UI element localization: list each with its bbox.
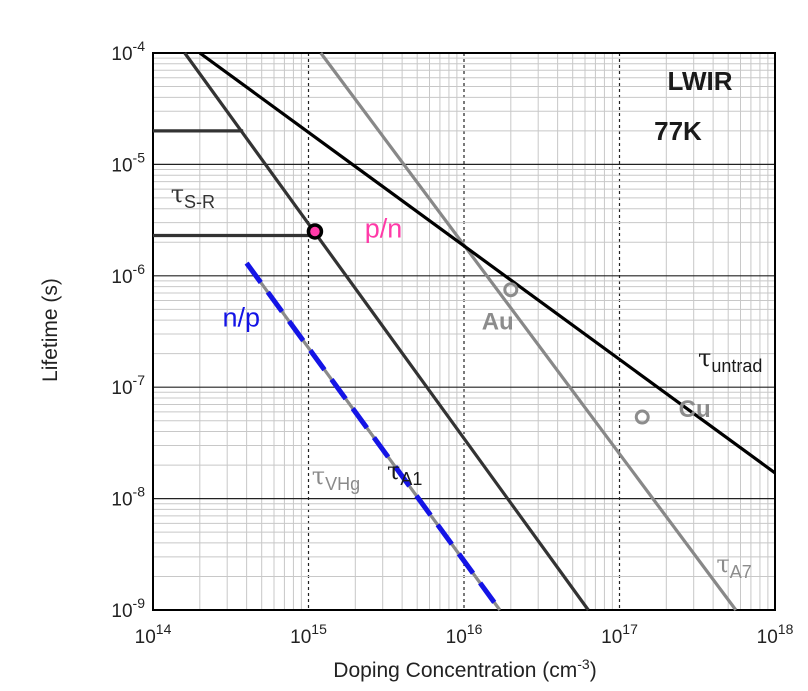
tick-base: 10 [111,378,132,399]
y-tick-label: 10-6 [111,261,145,288]
open-marker-Au [503,282,519,298]
tick-exponent: -4 [133,38,146,54]
y-axis-label: Lifetime (s) [39,278,62,382]
label-subscript: S-R [184,192,215,212]
series-line-τuntrad [198,51,776,475]
label-symbol: τ [387,457,400,485]
tick-base: 10 [111,601,132,622]
tick-base: 10 [601,627,622,648]
series-line-τA7 [319,52,738,611]
x-axis-label-tail: ) [590,659,597,682]
y-tick-label: 10-9 [111,595,145,622]
series-group [153,51,776,612]
text-label-p/n: p/n [365,214,403,244]
label-symbol: τ [312,462,325,490]
y-tick-label: 10-8 [111,484,145,511]
x-axis-label-text: Doping Concentration (cm [333,659,577,682]
tick-exponent: -6 [133,261,146,277]
label-symbol: τ [171,180,184,208]
label-subscript: A7 [730,562,752,582]
x-tick-label: 1016 [446,621,483,648]
text-label-n/p: n/p [223,303,261,333]
tick-base: 10 [290,627,311,648]
label-symbol: τ [698,344,711,372]
lwir-77k-label: LWIR 77K [654,66,733,146]
y-tick-labels: 10-410-510-610-710-810-9 [111,38,145,622]
tick-exponent: -8 [133,484,146,500]
tick-exponent: -5 [133,149,146,165]
tick-base: 10 [111,155,132,176]
y-tick-label: 10-7 [111,372,145,399]
y-tick-label: 10-5 [111,149,145,176]
label-subscript: A1 [400,469,422,489]
x-tick-labels: 1014 1015 1016 1017 1018 [135,621,794,648]
text-label-Cu: Cu [679,396,711,423]
tick-base: 10 [135,627,156,648]
label-τA1: τA1 [387,457,422,489]
tick-base: 10 [111,267,132,288]
x-axis-label-sup: -3 [577,656,590,672]
tick-exponent: 15 [311,621,327,637]
label-τA7: τA7 [716,550,751,582]
text-label-Au: Au [482,308,514,335]
label-subscript: VHg [325,474,360,494]
tick-exponent: -9 [133,595,146,611]
y-tick-label: 10-4 [111,38,145,65]
tick-base: 10 [111,490,132,511]
plot-frame [152,52,776,611]
tick-exponent: 14 [156,621,172,637]
label-symbol: τ [716,550,729,578]
label-τS-R: τS-R [171,180,215,212]
series-line-τA1 [183,52,590,611]
box-label-line-1: LWIR [668,66,733,96]
open-marker-Cu [634,409,650,425]
x-tick-label: 1017 [601,621,638,648]
series-line-τVHg [245,262,502,611]
x-tick-label: 1018 [757,621,794,648]
tick-exponent: -7 [133,372,146,388]
tick-exponent: 17 [622,621,638,637]
x-tick-label: 1015 [290,621,327,648]
x-tick-label: 1014 [135,621,172,648]
tick-base: 10 [111,44,132,65]
tick-exponent: 18 [778,621,794,637]
label-τuntrad: τuntrad [698,344,762,376]
marker-p/n [306,223,324,240]
box-label-line-2: 77K [654,116,702,146]
x-axis-label: Doping Concentration (cm-3) [333,656,596,682]
tick-base: 10 [757,627,778,648]
label-τVHg: τVHg [312,462,360,494]
label-subscript: untrad [711,356,762,376]
tick-base: 10 [446,627,467,648]
tick-exponent: 16 [467,621,483,637]
